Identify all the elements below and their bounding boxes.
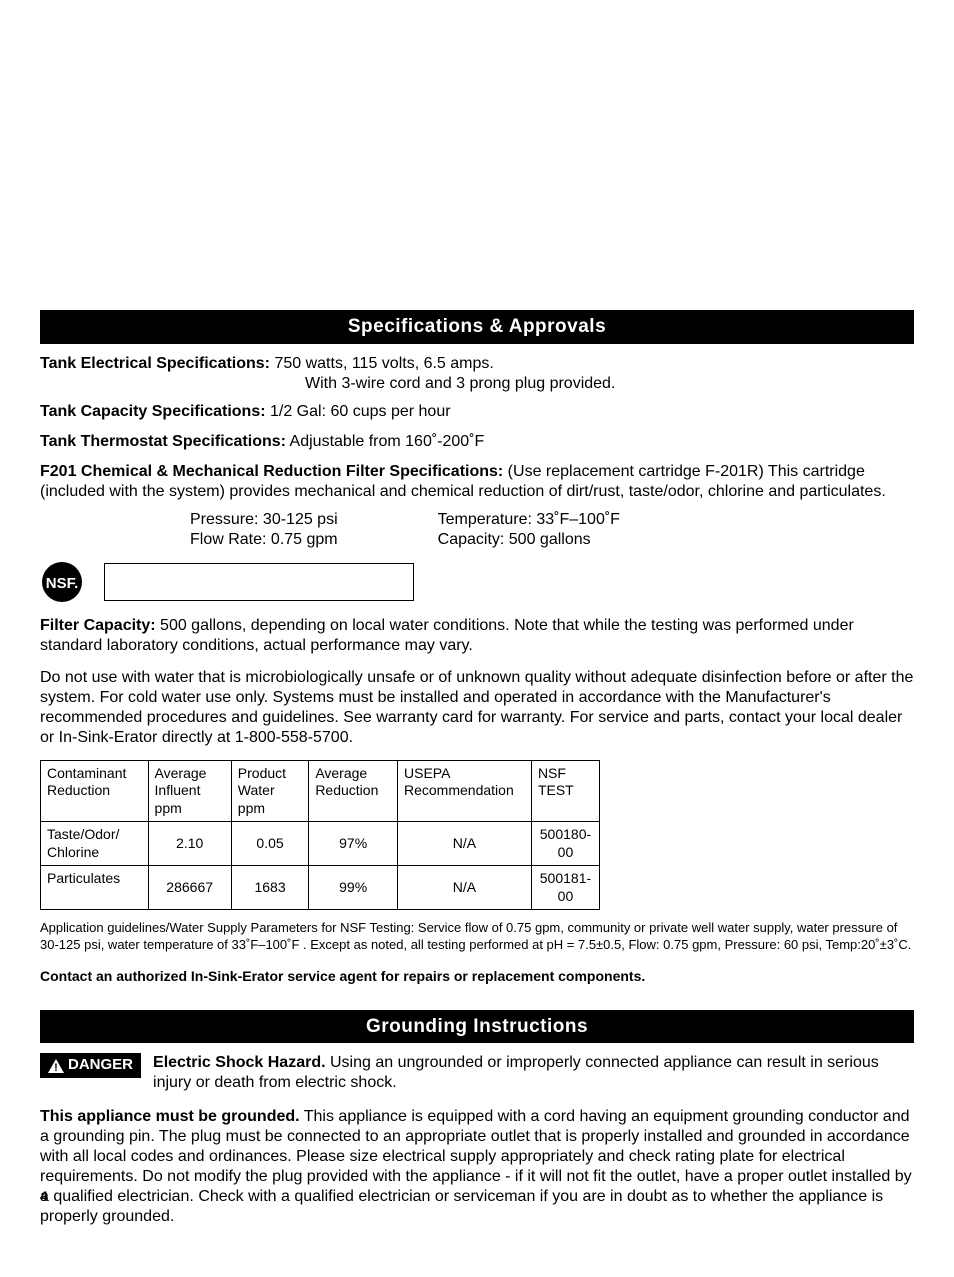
cell: N/A [398,866,532,910]
cell: 97% [309,822,398,866]
grounding-header: Grounding Instructions [40,1010,914,1044]
usage-warning-para: Do not use with water that is microbiolo… [40,668,914,748]
cell: 1683 [231,866,309,910]
tank-capacity-spec: Tank Capacity Specifications: 1/2 Gal: 6… [40,402,914,422]
cell: N/A [398,822,532,866]
tank-electrical-value2: With 3-wire cord and 3 prong plug provid… [305,374,914,394]
filter-flow: Flow Rate: 0.75 gpm [190,530,338,550]
grounding-body: This appliance is equipped with a cord h… [40,1108,912,1225]
tank-thermostat-value: Adjustable from 160˚-200˚F [286,433,484,450]
tank-capacity-label: Tank Capacity Specifications: [40,403,266,420]
col-product: Product Water ppm [231,760,309,822]
filter-capacity: Capacity: 500 gallons [438,530,620,550]
f201-spec: F201 Chemical & Mechanical Reduction Fil… [40,462,914,502]
nsf-logo-icon: NSF. [40,560,84,604]
tank-thermostat-label: Tank Thermostat Specifications: [40,433,286,450]
danger-text-block: Electric Shock Hazard. Using an unground… [153,1053,914,1093]
cell: 500181-00 [531,866,599,910]
cell: 500180-00 [531,822,599,866]
col-influent: Average Influent ppm [148,760,231,822]
filter-capacity-label: Filter Capacity: [40,617,156,634]
nsf-row: NSF. [40,560,914,604]
grounding-paragraph: This appliance must be grounded. This ap… [40,1107,914,1227]
filter-params-block: Pressure: 30-125 psi Flow Rate: 0.75 gpm… [190,510,914,550]
document-page: Specifications & Approvals Tank Electric… [0,0,954,1277]
cell: 0.05 [231,822,309,866]
filter-params-col2: Temperature: 33˚F–100˚F Capacity: 500 ga… [438,510,620,550]
danger-badge: ! DANGER [40,1053,141,1078]
filter-pressure: Pressure: 30-125 psi [190,510,338,530]
danger-row: ! DANGER Electric Shock Hazard. Using an… [40,1053,914,1093]
cell: 2.10 [148,822,231,866]
nsf-empty-box [104,563,414,601]
filter-temp: Temperature: 33˚F–100˚F [438,510,620,530]
page-number: 4 [40,1188,48,1206]
warning-triangle-icon: ! [48,1059,64,1073]
application-guidelines: Application guidelines/Water Supply Para… [40,920,914,954]
f201-label: F201 Chemical & Mechanical Reduction Fil… [40,463,503,480]
contaminant-table: Contaminant Reduction Average Influent p… [40,760,600,911]
table-row: Particulates 286667 1683 99% N/A 500181-… [41,866,600,910]
danger-label-text: DANGER [68,1056,133,1075]
tank-electrical-label: Tank Electrical Specifications: [40,355,270,372]
filter-capacity-para: Filter Capacity: 500 gallons, depending … [40,616,914,656]
cell: Particulates [41,866,149,910]
tank-thermostat-spec: Tank Thermostat Specifications: Adjustab… [40,432,914,452]
filter-capacity-text: 500 gallons, depending on local water co… [40,617,854,654]
tank-capacity-value: 1/2 Gal: 60 cups per hour [266,403,451,420]
filter-params-col1: Pressure: 30-125 psi Flow Rate: 0.75 gpm [190,510,338,550]
col-contaminant: Contaminant Reduction [41,760,149,822]
specs-approvals-header: Specifications & Approvals [40,310,914,344]
col-reduction: Average Reduction [309,760,398,822]
svg-text:NSF.: NSF. [46,575,79,592]
table-row: Taste/Odor/ Chlorine 2.10 0.05 97% N/A 5… [41,822,600,866]
tank-electrical-value1: 750 watts, 115 volts, 6.5 amps. [270,355,494,372]
contact-line: Contact an authorized In-Sink-Erator ser… [40,968,914,986]
cell: Taste/Odor/ Chlorine [41,822,149,866]
grounding-title: This appliance must be grounded. [40,1108,300,1125]
col-nsf: NSF TEST [531,760,599,822]
svg-text:!: ! [54,1062,58,1073]
danger-title: Electric Shock Hazard. [153,1054,326,1071]
cell: 286667 [148,866,231,910]
col-usepa: USEPA Recommendation [398,760,532,822]
table-header-row: Contaminant Reduction Average Influent p… [41,760,600,822]
cell: 99% [309,866,398,910]
tank-electrical-spec: Tank Electrical Specifications: 750 watt… [40,354,914,394]
